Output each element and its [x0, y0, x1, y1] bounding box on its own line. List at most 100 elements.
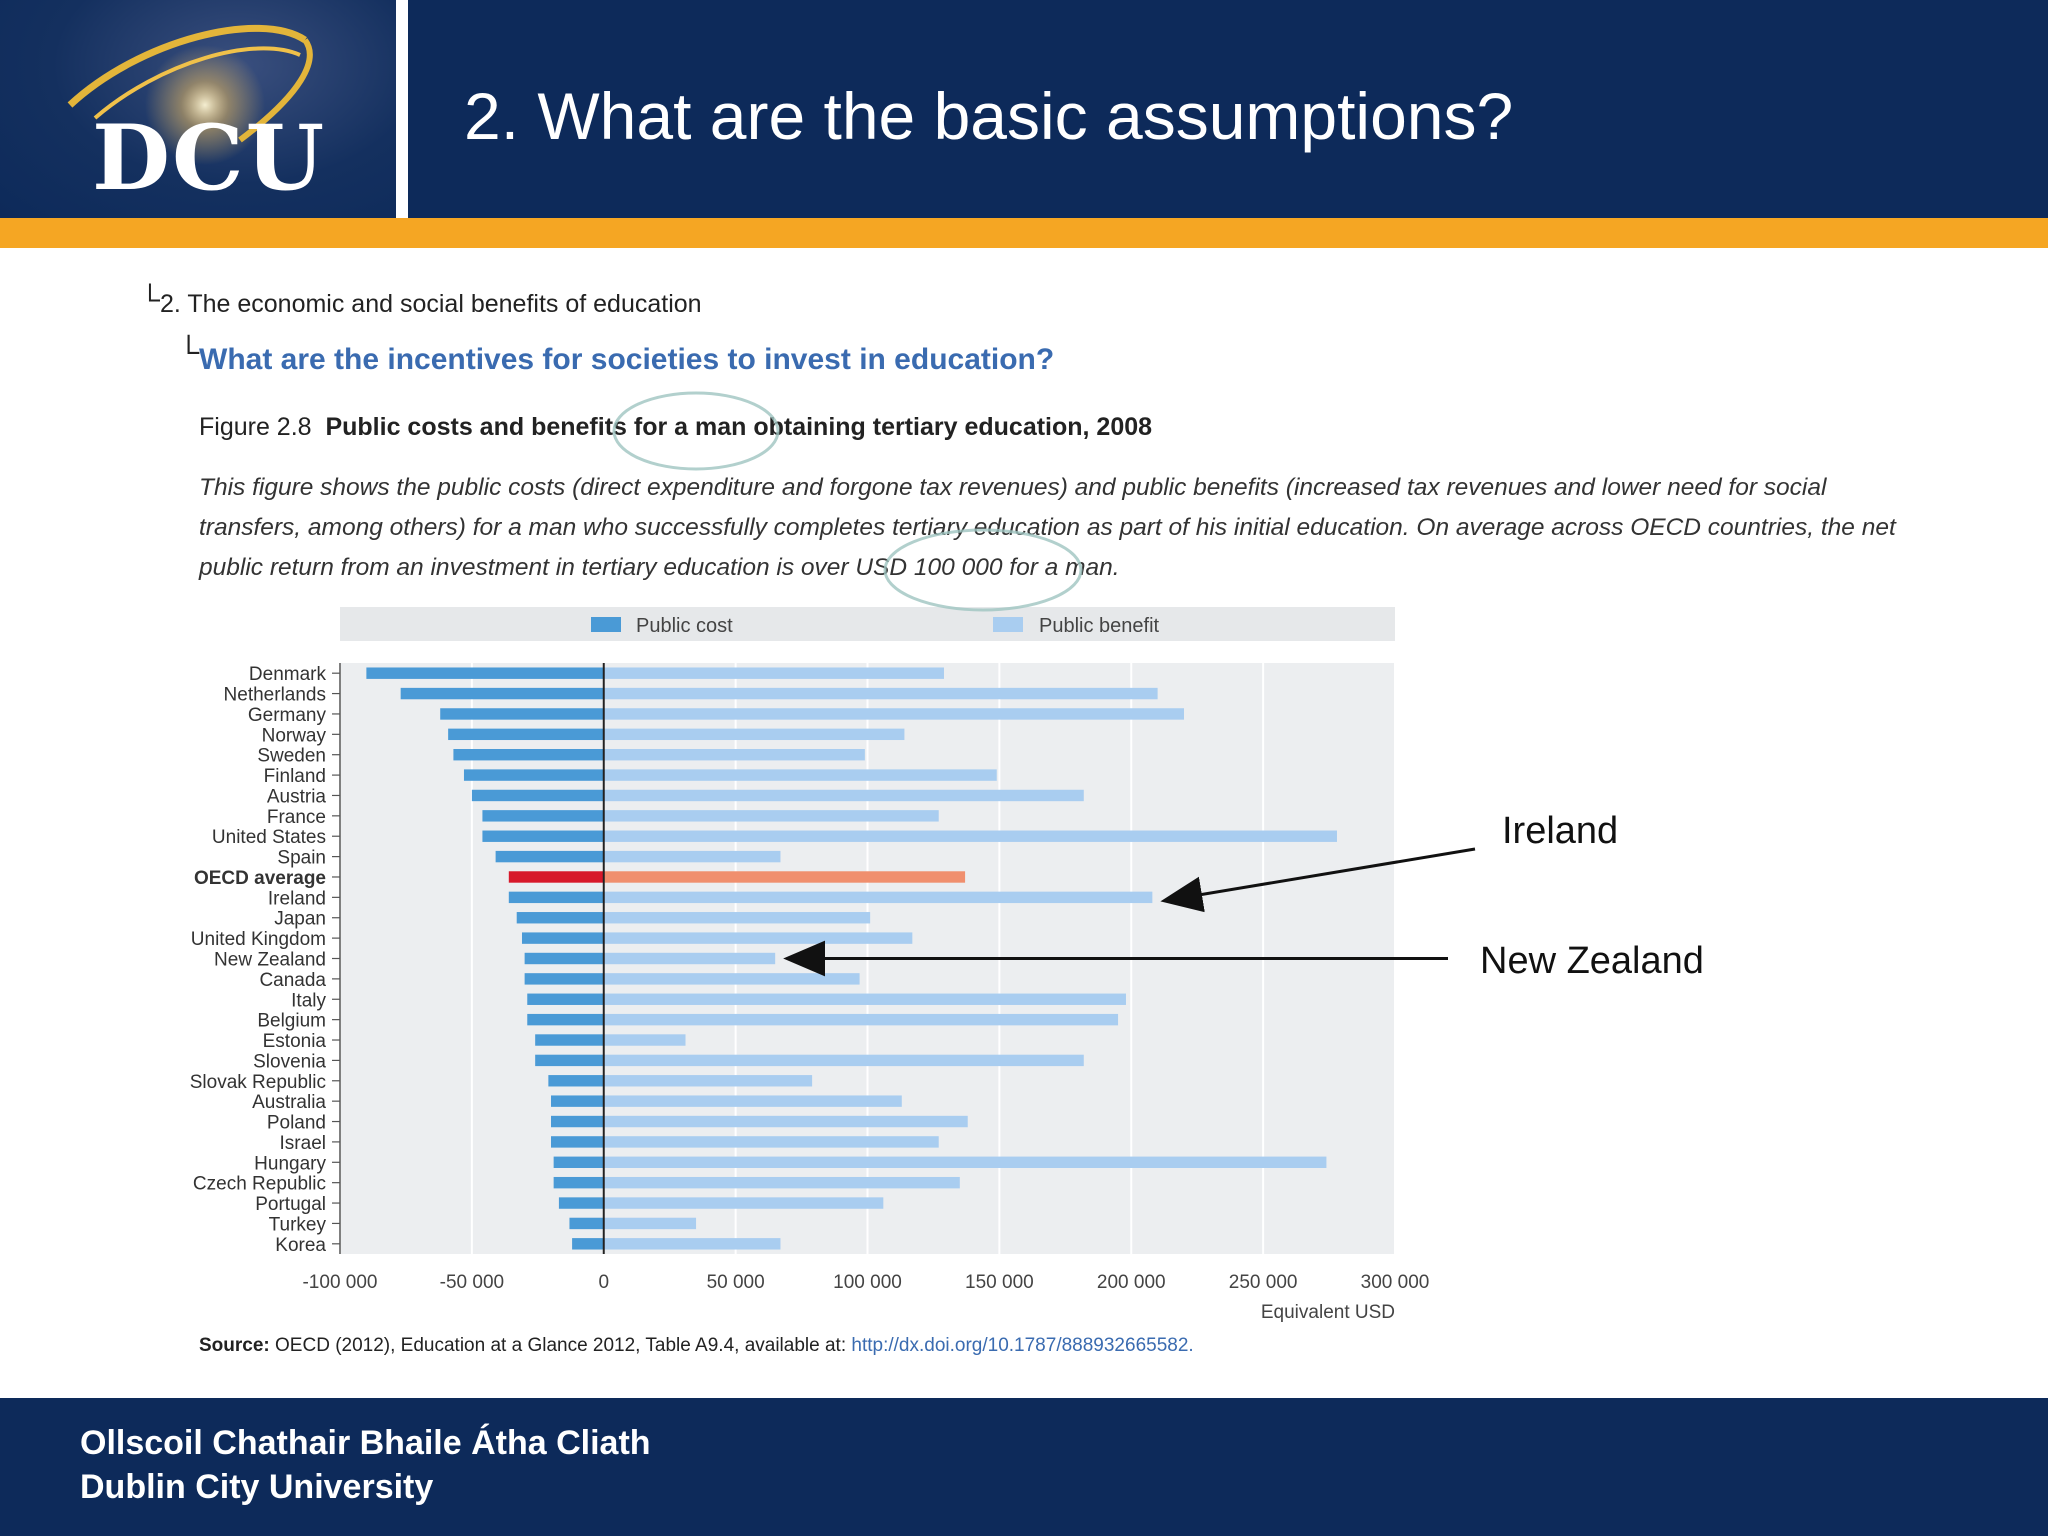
bar-public-cost: [482, 810, 604, 822]
bar-public-benefit: [603, 728, 905, 741]
bar-public-cost: [535, 1034, 604, 1046]
bar-public-cost: [463, 769, 604, 781]
bar-public-benefit: [603, 993, 1126, 1005]
category-label: Belgium: [257, 1011, 326, 1032]
slide-title: 2. What are the basic assumptions?: [464, 79, 1514, 153]
category-label: Canada: [259, 970, 326, 991]
header-divider: [396, 0, 408, 218]
bar-public-cost: [551, 1115, 604, 1128]
bar-public-benefit: [603, 973, 860, 985]
category-label: Netherlands: [224, 685, 326, 706]
annotation-ireland: Ireland: [1502, 810, 1619, 852]
bar-public-benefit: [603, 850, 781, 863]
bar-public-benefit: [603, 769, 997, 781]
category-label: Italy: [291, 990, 326, 1011]
slide-footer: [0, 1398, 2048, 1536]
bar-public-benefit: [603, 952, 776, 965]
bar-public-cost: [551, 1136, 604, 1148]
bar-public-benefit: [603, 1013, 1119, 1026]
bar-public-cost: [551, 1095, 604, 1107]
category-label: France: [267, 807, 326, 828]
bar-public-cost: [448, 728, 604, 741]
x-tick-label: -50 000: [440, 1272, 504, 1293]
bar-public-cost: [440, 708, 604, 720]
category-label: Slovak Republic: [190, 1072, 326, 1093]
bar-public-cost: [572, 1238, 604, 1250]
highlight-circle: [612, 391, 780, 471]
source-link[interactable]: http://dx.doi.org/10.1787/888932665582.: [851, 1335, 1194, 1356]
bar-public-benefit: [603, 687, 1158, 700]
bar-public-benefit: [603, 1217, 697, 1230]
logo-swoosh-icon: [67, 24, 313, 165]
highlight-circle: [883, 528, 1083, 612]
x-tick-label: 300 000: [1361, 1272, 1430, 1293]
bar-public-benefit: [603, 891, 1153, 904]
bar-public-benefit: [603, 1136, 939, 1148]
bar-public-cost: [482, 830, 604, 842]
category-label: Sweden: [257, 746, 326, 767]
bar-public-benefit: [603, 667, 944, 679]
bar-public-cost: [400, 687, 604, 700]
legend-label-cost: Public cost: [636, 615, 733, 637]
footer-irish-name: Ollscoil Chathair Bhaile Átha Cliath: [80, 1424, 651, 1462]
category-label: Japan: [274, 909, 326, 930]
category-label: Australia: [252, 1092, 326, 1113]
bar-public-cost: [558, 1197, 604, 1209]
x-tick-label: 100 000: [833, 1272, 902, 1293]
bar-public-cost: [553, 1156, 604, 1168]
breadcrumb-level2: What are the incentives for societies to…: [199, 343, 1055, 376]
bar-public-benefit: [603, 932, 913, 944]
source-label: Source:: [199, 1335, 270, 1356]
bar-public-benefit: [603, 789, 1084, 802]
category-label: Czech Republic: [193, 1174, 326, 1195]
bar-public-benefit: [603, 1095, 902, 1107]
category-label: Estonia: [263, 1031, 327, 1052]
bar-chart: Public cost Public benefit -100 000 -50 000…: [190, 391, 1476, 1323]
bar-public-cost: [508, 891, 604, 904]
category-label: Denmark: [249, 664, 327, 685]
x-tick-label: 0: [598, 1272, 609, 1293]
category-label: Spain: [277, 848, 326, 869]
legend-label-benefit: Public benefit: [1039, 615, 1160, 637]
bar-public-benefit: [603, 1054, 1084, 1067]
category-label: Korea: [275, 1235, 326, 1256]
figure-description: This figure shows the public costs (dire…: [199, 474, 1896, 581]
bar-public-cost: [495, 850, 604, 863]
arrow-ireland: [1160, 847, 1476, 913]
figure-heading: Figure 2.8 Public costs and benefits for…: [199, 413, 1152, 442]
bar-public-benefit: [603, 708, 1184, 720]
footer-english-name: Dublin City University: [80, 1468, 434, 1506]
legend-swatch-benefit: [993, 617, 1023, 632]
bar-public-benefit: [603, 1197, 884, 1209]
category-label: Israel: [280, 1133, 326, 1154]
annotation-new-zealand: New Zealand: [1480, 940, 1704, 982]
x-tick-label: 50 000: [707, 1272, 765, 1293]
legend-swatch-cost: [591, 617, 621, 632]
logo-text: DCU: [92, 105, 327, 211]
x-axis-label: Equivalent USD: [1261, 1302, 1395, 1323]
category-label: New Zealand: [214, 950, 326, 971]
category-label: OECD average: [194, 868, 326, 889]
category-label: Poland: [267, 1113, 326, 1134]
bar-public-benefit: [603, 1238, 781, 1250]
bar-public-cost: [471, 789, 604, 802]
x-tick-label: 250 000: [1229, 1272, 1298, 1293]
bar-public-cost: [524, 952, 604, 965]
bar-public-cost: [548, 1075, 604, 1087]
breadcrumb-level1: 2. The economic and social benefits of e…: [160, 290, 702, 318]
x-tick-label: 200 000: [1097, 1272, 1166, 1293]
bar-public-benefit: [603, 810, 939, 822]
bar-public-cost: [508, 871, 604, 883]
accent-bar: [0, 218, 2048, 248]
bar-public-cost: [527, 993, 604, 1005]
category-label: Portugal: [255, 1194, 326, 1215]
category-label: Slovenia: [253, 1051, 326, 1072]
bar-public-benefit: [603, 1156, 1327, 1168]
category-label: Germany: [248, 705, 327, 726]
bar-public-cost: [527, 1013, 604, 1026]
bar-public-cost: [569, 1217, 604, 1230]
figure-number: Figure 2.8: [199, 413, 312, 441]
category-label: Finland: [264, 766, 326, 787]
bar-public-cost: [516, 912, 604, 924]
category-label: Norway: [262, 725, 327, 746]
